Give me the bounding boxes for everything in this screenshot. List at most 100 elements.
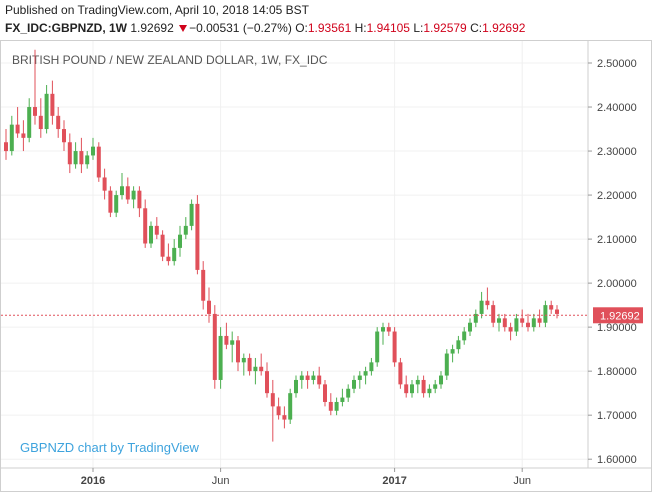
symbol-label[interactable]: FX_IDC:GBPNZD, 1W <box>5 21 128 35</box>
candle-body <box>79 151 84 165</box>
candle <box>369 357 374 376</box>
candle <box>473 309 478 328</box>
candle-body <box>21 133 26 138</box>
candle <box>357 371 362 389</box>
candle-body <box>253 366 258 372</box>
candle-body <box>508 327 513 332</box>
high-label: H: <box>354 21 367 35</box>
candle-body <box>38 115 43 130</box>
candle-body <box>166 256 171 262</box>
candle-body <box>15 124 20 134</box>
candle <box>67 133 72 174</box>
candle <box>375 327 380 367</box>
candle-body <box>381 327 385 332</box>
candle <box>108 186 113 218</box>
candle <box>531 313 536 332</box>
candle-body <box>392 331 397 363</box>
candle <box>537 309 542 328</box>
candle-body <box>125 186 130 200</box>
candle-body <box>450 349 455 354</box>
candle <box>85 151 90 169</box>
candle-body <box>334 401 339 411</box>
candle-body <box>172 247 177 262</box>
candle-body <box>456 340 461 350</box>
candle <box>555 305 559 319</box>
candle-body <box>410 384 414 394</box>
candle <box>450 344 455 363</box>
candle <box>15 107 20 138</box>
candle-body <box>218 335 223 380</box>
candle <box>154 217 159 240</box>
candle <box>386 322 391 336</box>
candle-body <box>462 331 467 341</box>
candle <box>526 313 530 332</box>
candle <box>288 388 293 424</box>
candle-body <box>352 379 356 389</box>
candle-body <box>259 366 264 372</box>
candle <box>410 379 414 398</box>
candle-body <box>149 225 153 244</box>
candle-body <box>404 384 409 394</box>
candle-body <box>421 379 426 394</box>
candle <box>421 375 426 398</box>
candle <box>444 349 449 380</box>
candle-body <box>328 401 333 411</box>
candle-body <box>479 300 484 314</box>
price-change: −0.00531 (−0.27%) <box>189 21 292 35</box>
candle-body <box>288 393 293 420</box>
candle <box>96 142 101 182</box>
candle <box>44 85 49 134</box>
candle-body <box>444 353 449 376</box>
high-value: 1.94105 <box>366 21 410 35</box>
candle <box>207 287 211 323</box>
candle <box>125 177 130 204</box>
candle <box>328 393 333 416</box>
candle <box>183 217 188 240</box>
candle-body <box>369 362 374 372</box>
candle <box>549 300 554 314</box>
candle <box>485 287 490 310</box>
candle-body <box>207 300 211 314</box>
candle-body <box>230 340 235 345</box>
candle-body <box>357 375 362 380</box>
candle-body <box>555 309 559 314</box>
candle <box>172 239 177 266</box>
candle-body <box>375 331 380 363</box>
candle-body <box>143 208 148 244</box>
last-price-tag-label: 1.92692 <box>600 310 640 322</box>
candle <box>114 190 119 218</box>
candle <box>294 375 298 398</box>
candle-body <box>114 195 119 213</box>
candle-body <box>433 384 438 389</box>
candle <box>224 322 229 350</box>
candle <box>230 331 235 363</box>
candle-body <box>363 371 368 376</box>
candle <box>201 261 206 310</box>
candle <box>404 375 409 398</box>
candle <box>439 371 443 389</box>
last-price: 1.92692 <box>130 21 174 35</box>
candle <box>311 371 316 385</box>
candle-body <box>178 234 182 248</box>
candle-body <box>468 322 472 332</box>
candle <box>4 129 8 160</box>
candle-body <box>497 318 501 323</box>
candle <box>131 186 136 209</box>
candle-body <box>224 335 229 345</box>
candle-body <box>276 406 281 416</box>
candle-body <box>50 93 55 116</box>
low-value: 1.92579 <box>423 21 467 35</box>
low-label: L: <box>413 21 424 35</box>
candle-body <box>386 327 391 332</box>
candle <box>543 300 548 328</box>
chart-frame <box>0 40 652 492</box>
open-value: 1.93561 <box>307 21 352 35</box>
candle-body <box>317 375 322 385</box>
ohlc-header: FX_IDC:GBPNZD, 1W 1.92692 −0.00531 (−0.2… <box>5 21 525 35</box>
published-caption: Published on TradingView.com, April 10, … <box>5 3 309 17</box>
candle-body <box>311 375 316 380</box>
time-tick-label: 2016 <box>81 475 105 487</box>
candle-body <box>415 379 420 385</box>
candle-body <box>270 393 275 407</box>
